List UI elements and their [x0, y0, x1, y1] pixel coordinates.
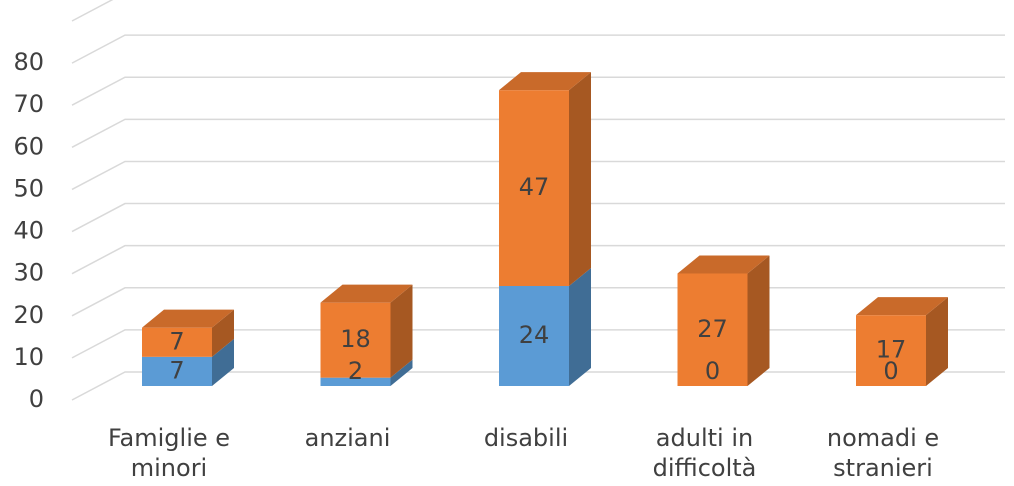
bar-segment	[142, 327, 212, 357]
bar-side	[926, 297, 948, 386]
data-label: 2	[348, 357, 363, 385]
x-tick-label: nomadi e stranieri	[826, 424, 940, 482]
bar-top	[677, 255, 770, 274]
grid-line	[71, 118, 1005, 148]
y-tick-label: 60	[13, 132, 44, 160]
grid-line-top	[71, 0, 114, 22]
data-label: 0	[883, 357, 898, 385]
x-tick-label: anziani	[304, 424, 391, 452]
bar-side	[569, 72, 591, 287]
data-label: 18	[340, 325, 371, 353]
y-tick-label: 20	[13, 301, 44, 329]
y-tick-label: 10	[13, 343, 44, 371]
bar-top	[856, 297, 948, 316]
bar-side	[212, 309, 234, 357]
bar-side	[747, 255, 770, 386]
y-tick-label: 0	[29, 385, 44, 413]
grid-line	[71, 160, 1005, 191]
y-tick-label: 80	[13, 48, 44, 76]
bar-side	[212, 338, 234, 386]
x-tick-label: disabili	[483, 424, 569, 452]
data-label: 7	[169, 327, 184, 355]
bar-top	[320, 284, 413, 303]
y-tick-label: 30	[13, 259, 44, 287]
data-label: 17	[876, 336, 907, 364]
grid-line	[71, 244, 1005, 275]
bar-segment	[856, 315, 926, 386]
data-label: 7	[169, 356, 184, 384]
x-tick-label: adulti in difficoltà	[652, 424, 757, 482]
data-label: 47	[519, 173, 550, 201]
bar-side	[569, 268, 591, 386]
bar-segment	[499, 286, 569, 386]
data-label: 0	[705, 357, 720, 385]
bar-segment	[142, 356, 212, 386]
data-label: 27	[697, 315, 728, 343]
grid-line	[71, 76, 1005, 106]
bar-segment	[677, 273, 748, 386]
grid-line	[71, 34, 1005, 64]
y-tick-label: 50	[13, 174, 44, 202]
data-label: 24	[519, 321, 550, 349]
x-tick-label: Famiglie e minori	[107, 424, 231, 482]
y-tick-label: 70	[13, 90, 44, 118]
grid-line	[71, 202, 1005, 233]
y-tick-label: 40	[13, 217, 44, 245]
bar-top	[499, 72, 591, 91]
bar-segment	[320, 377, 391, 386]
bar-segment	[320, 302, 391, 378]
bar-side	[390, 359, 413, 386]
bar-segment	[499, 90, 569, 287]
bar-top	[142, 309, 234, 328]
bar-side	[390, 284, 413, 378]
